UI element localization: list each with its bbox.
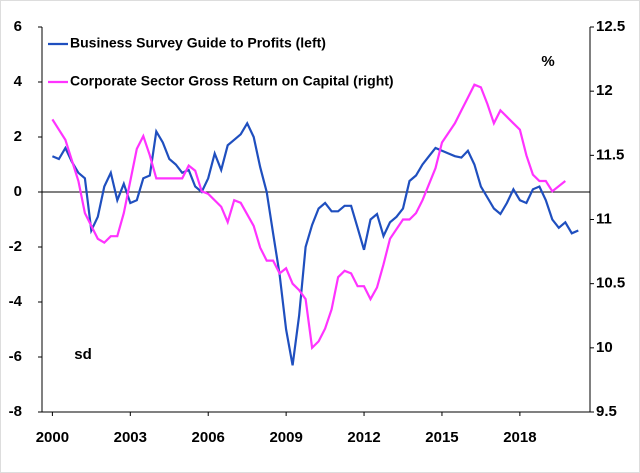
y2-tick-label: 10 [596, 339, 613, 356]
series-line [51, 83, 566, 351]
x-tick-label: 2018 [503, 429, 536, 446]
y2-tick-label: 12 [596, 82, 613, 99]
x-tick-label: 2015 [425, 429, 458, 446]
series-line [51, 120, 579, 366]
x-tick-label: 2003 [114, 429, 147, 446]
x-tick-label: 2006 [192, 429, 225, 446]
legend-label: Business Survey Guide to Profits (left) [70, 35, 326, 51]
x-tick-label: 2009 [269, 429, 302, 446]
y-tick-label: 4 [14, 73, 23, 90]
y2-tick-label: 11.5 [596, 146, 624, 163]
y-tick-label: -4 [9, 293, 23, 310]
y-tick-label: -8 [9, 403, 22, 420]
y-tick-label: 2 [14, 128, 22, 145]
y-tick-label: -6 [9, 348, 22, 365]
y2-tick-label: 12.5 [596, 18, 625, 35]
legend-label: Corporate Sector Gross Return on Capital… [70, 73, 394, 89]
y-tick-label: 6 [14, 18, 22, 35]
y2-tick-label: 11 [596, 210, 612, 227]
y-tick-label: -2 [9, 238, 22, 255]
y2-tick-label: 9.5 [596, 403, 617, 420]
y2-tick-label: 10.5 [596, 275, 625, 292]
unit-left: sd [74, 346, 92, 363]
y-tick-label: 0 [14, 183, 22, 200]
x-tick-label: 2000 [36, 429, 69, 446]
x-tick-label: 2012 [347, 429, 380, 446]
unit-right: % [541, 53, 554, 70]
